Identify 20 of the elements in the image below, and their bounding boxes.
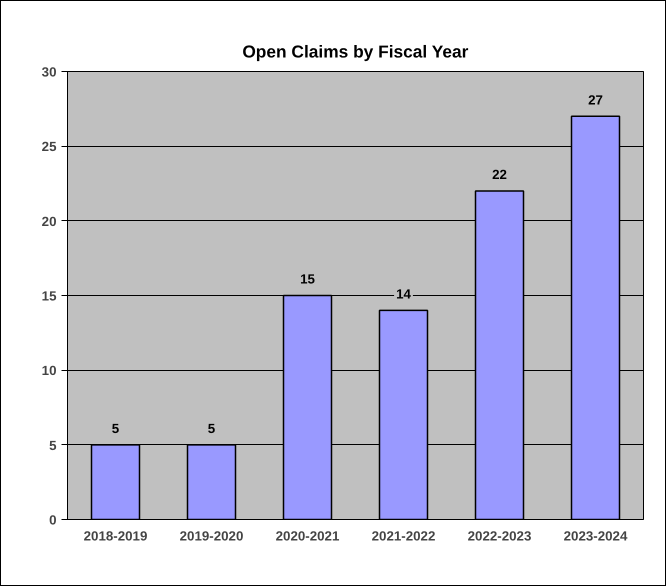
data-label: 15 [300, 272, 316, 286]
y-tick-label: 15 [42, 288, 58, 304]
chart-title: Open Claims by Fiscal Year [242, 42, 469, 62]
data-label: 14 [396, 286, 412, 302]
x-tick-label: 2022-2023 [468, 528, 532, 544]
y-tick-label: 0 [49, 512, 57, 528]
x-tick-label: 2020-2021 [276, 528, 340, 544]
x-tick-label: 2021-2022 [372, 528, 436, 544]
data-label: 5 [112, 420, 120, 436]
y-tick-label: 5 [49, 438, 58, 453]
y-tick-label: 30 [42, 64, 57, 80]
x-tick-label: 2019-2020 [180, 528, 244, 544]
x-tick-label: 2018-2019 [84, 528, 148, 544]
y-tick-label: 10 [42, 363, 57, 378]
x-tick-label: 2023-2024 [564, 528, 628, 544]
y-tick-label: 25 [42, 139, 58, 154]
data-label: 22 [492, 166, 507, 182]
data-label: 5 [208, 420, 216, 436]
data-label: 27 [588, 92, 603, 108]
y-tick-label: 20 [42, 214, 57, 229]
